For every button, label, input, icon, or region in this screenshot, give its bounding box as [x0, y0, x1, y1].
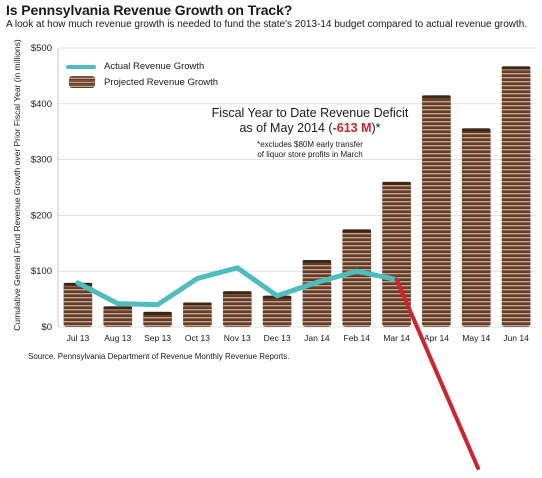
deficit-arrow-group [394, 277, 480, 470]
x-tick-label: Sep 13 [144, 333, 171, 343]
bar-top-coin [382, 181, 411, 185]
x-tick-label: Jan 14 [304, 333, 330, 343]
y-tick-label: $500 [31, 43, 52, 54]
x-tick-label: Aug 13 [104, 333, 131, 343]
gridlines [57, 47, 536, 328]
actual-point [194, 275, 200, 281]
legend-label-projected: Projected Revenue Growth [104, 77, 219, 88]
x-tick-label: Oct 13 [185, 333, 210, 343]
projected-bar [501, 66, 531, 327]
bar-top-coin [461, 128, 491, 132]
actual-point [274, 293, 280, 299]
annotation-note2: of liquor store profits in March [257, 150, 363, 159]
annotation-note: *excludes $80M early transfer of liquor … [210, 140, 410, 160]
source-note: Source. Pennsylvania Department of Reven… [28, 352, 290, 361]
annotation-prefix: as of May 2014 ( [239, 121, 333, 135]
projected-bar [422, 95, 451, 328]
bar-top-coin [342, 229, 372, 233]
x-tick-label: Jun 14 [503, 333, 529, 343]
chart-subtitle: A look at how much revenue growth is nee… [6, 19, 528, 30]
x-tick-label: Dec 13 [264, 333, 291, 343]
projected-bar [103, 306, 133, 327]
actual-point [75, 280, 81, 286]
y-tick-label: $400 [31, 99, 52, 110]
projected-bar [183, 302, 212, 327]
x-tick-label: Nov 13 [224, 333, 251, 343]
chart-title: Is Pennsylvania Revenue Growth on Track? [6, 2, 293, 18]
deficit-arrow [394, 277, 480, 470]
x-tick-label: Jul 13 [67, 333, 90, 343]
x-tick-label: Mar 14 [383, 333, 410, 343]
projected-bar [262, 295, 292, 327]
annotation-line2: as of May 2014 (-613 M)* [210, 121, 410, 136]
y-tick-label: $200 [31, 210, 52, 221]
bar-top-coin [422, 95, 451, 99]
y-axis-ticks: $0 $100 $200 $300 $400 $500 [31, 43, 52, 333]
x-tick-label: May 14 [462, 333, 490, 343]
y-tick-label: $300 [31, 155, 52, 166]
deficit-value: -613 M [332, 121, 372, 135]
actual-point [115, 301, 121, 307]
y-tick-label: $0 [41, 322, 52, 333]
projected-bar [461, 128, 491, 327]
legend-swatch-line [66, 65, 96, 69]
projected-bar [222, 291, 252, 327]
bar-top-coin [222, 291, 252, 295]
actual-point [314, 279, 320, 285]
bar-top-coin [103, 306, 133, 310]
x-tick-label: Feb 14 [344, 333, 371, 343]
projected-bars [63, 66, 531, 328]
annotation-line1: Fiscal Year to Date Revenue Deficit [211, 106, 409, 120]
annotation-suffix: )* [371, 121, 381, 135]
actual-point [354, 268, 360, 274]
y-tick-label: $100 [31, 266, 52, 277]
annotation-note1: *excludes $80M early transfer [257, 140, 363, 149]
legend-label-actual: Actual Revenue Growth [104, 61, 205, 72]
x-axis-ticks: Jul 13 Aug 13 Sep 13 Oct 13 Nov 13 Dec 13 Jan … [67, 333, 530, 343]
bar-top-coin [183, 302, 212, 306]
projected-bar [63, 282, 93, 327]
projected-bar [382, 181, 411, 327]
deficit-annotation: Fiscal Year to Date Revenue Deficit as o… [210, 106, 410, 160]
coin-stack-icon [69, 76, 95, 88]
bar-top-coin [143, 311, 172, 315]
bar-top-coin [501, 66, 531, 70]
projected-bar [342, 229, 372, 327]
y-axis-label: Cumulative General Fund Revenue Growth o… [12, 39, 22, 331]
actual-point [234, 265, 240, 271]
bar-top-coin [302, 260, 332, 264]
actual-point [155, 302, 161, 308]
projected-bar [302, 260, 332, 327]
x-tick-label: Apr 14 [424, 333, 449, 343]
projected-bar [143, 311, 172, 327]
